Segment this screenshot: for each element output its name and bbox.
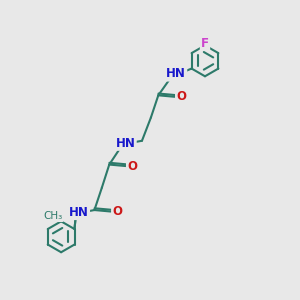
Text: O: O xyxy=(127,160,137,172)
Text: O: O xyxy=(112,205,122,218)
Text: HN: HN xyxy=(69,206,89,219)
Text: F: F xyxy=(201,37,209,50)
Text: O: O xyxy=(176,90,186,103)
Text: CH₃: CH₃ xyxy=(43,211,62,221)
Text: HN: HN xyxy=(166,68,186,80)
Text: HN: HN xyxy=(116,137,136,150)
